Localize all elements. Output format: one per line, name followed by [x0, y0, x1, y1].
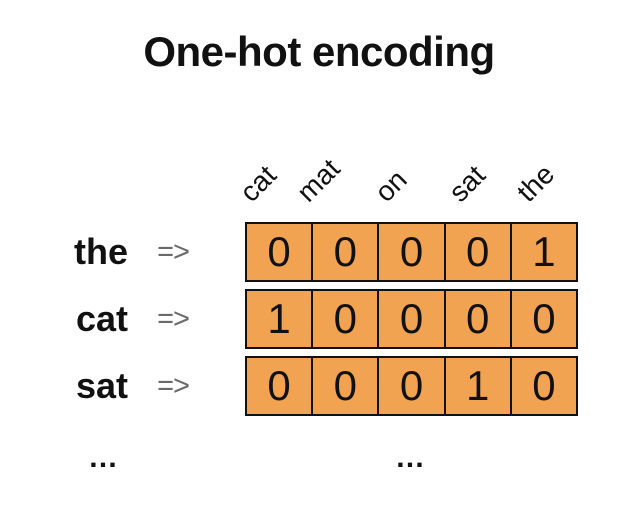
vector-cell: 0	[445, 291, 512, 347]
vector-row-cat: 1 0 0 0 0	[245, 289, 578, 349]
vector-cell: 0	[511, 291, 577, 347]
column-header-the: the	[510, 158, 561, 208]
vector-cell: 1	[445, 358, 512, 414]
maps-to-arrow: =>	[157, 369, 190, 402]
vector-cell: 0	[379, 291, 446, 347]
vector-row-the: 0 0 0 0 1	[245, 222, 578, 282]
row-label-cat: cat	[75, 298, 128, 339]
vector-row-sat: 0 0 0 1 0	[245, 356, 578, 416]
vector-cell: 0	[511, 358, 577, 414]
more-vectors-ellipsis: …	[395, 441, 425, 474]
more-words-ellipsis: …	[88, 441, 118, 474]
column-header-on: on	[368, 163, 413, 208]
vector-cell: 0	[247, 224, 314, 280]
row-label-the: the	[74, 231, 128, 272]
vector-cell: 0	[379, 358, 446, 414]
column-header-mat: mat	[290, 152, 346, 208]
vector-cell: 0	[379, 224, 446, 280]
row-label-sat: sat	[75, 365, 128, 406]
maps-to-arrow: =>	[157, 302, 190, 335]
maps-to-arrow: =>	[157, 235, 190, 268]
vector-cell: 1	[511, 224, 577, 280]
vector-cell: 0	[247, 358, 314, 414]
vector-cell: 0	[445, 224, 512, 280]
diagram-title: One-hot encoding	[143, 28, 495, 75]
vector-cell: 0	[313, 224, 380, 280]
column-header-sat: sat	[442, 159, 492, 208]
vector-cell: 1	[247, 291, 314, 347]
vector-cell: 0	[313, 358, 380, 414]
column-header-cat: cat	[233, 159, 283, 208]
vector-cell: 0	[313, 291, 380, 347]
